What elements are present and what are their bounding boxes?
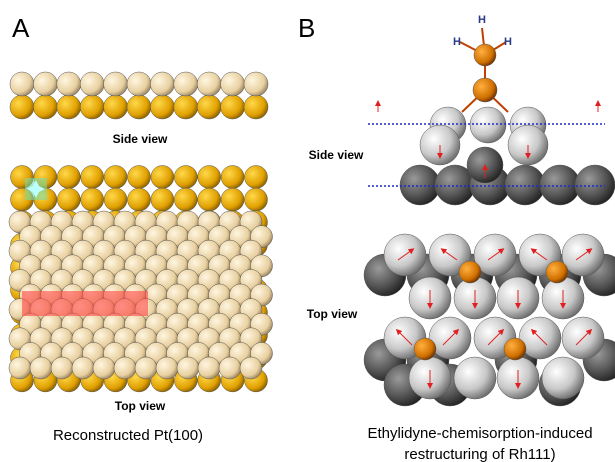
atom [244,72,268,96]
atom [473,78,497,102]
atom [104,72,128,96]
atom [198,357,220,379]
atom [33,95,57,119]
atom [128,188,151,211]
atom [104,166,127,189]
atom [504,338,526,360]
atom [9,357,31,379]
atom [174,72,198,96]
atom [245,188,268,211]
atom [135,357,157,379]
atom [198,166,221,189]
atom [221,95,245,119]
figure: A B Side view Top view Reconstructed Pt(… [0,0,615,462]
atom [57,95,81,119]
atom [542,357,584,399]
atom-label: H [504,36,512,48]
atom-label: H [478,14,486,26]
atom [454,357,496,399]
atom-label: H [453,36,461,48]
atom [400,165,440,205]
atom [470,107,506,143]
view-label: Side view [113,132,168,146]
caption: restructuring of Rh111) [404,446,555,462]
atom [174,188,197,211]
atom [221,72,245,96]
atom [93,357,115,379]
atom [104,95,128,119]
atom [81,166,104,189]
view-label: Top view [115,399,166,413]
atom [127,72,151,96]
atom [10,95,34,119]
atom [81,188,104,211]
atom [80,95,104,119]
atom [244,95,268,119]
atom [150,72,174,96]
atom [33,72,57,96]
atom [151,188,174,211]
atom [80,72,104,96]
atom [104,188,127,211]
atom [174,95,198,119]
atom [127,95,151,119]
highlight [22,291,148,316]
atom [174,166,197,189]
atom [197,95,221,119]
view-label: Top view [307,307,358,321]
atom [474,44,496,66]
atom [150,95,174,119]
caption: Ethylidyne-chemisorption-induced [367,425,592,442]
atom [57,166,80,189]
atom [57,72,81,96]
atom [540,165,580,205]
atom [151,166,174,189]
atom [57,188,80,211]
caption: Reconstructed Pt(100) [53,427,203,444]
atom [72,357,94,379]
view-label: Side view [309,148,364,162]
atom [575,165,615,205]
atom [114,357,136,379]
atom [505,165,545,205]
panel-label: B [298,13,315,43]
atom [177,357,199,379]
atom [198,188,221,211]
atom [221,188,244,211]
panel-label: A [12,13,30,43]
atom [156,357,178,379]
atom [221,166,244,189]
atom [10,72,34,96]
atom [197,72,221,96]
atom [240,357,262,379]
atom [51,357,73,379]
atom [30,357,52,379]
atoms [9,28,615,406]
atom [245,166,268,189]
atom [459,261,481,283]
atom [546,261,568,283]
atom [219,357,241,379]
atom [128,166,151,189]
atom [414,338,436,360]
